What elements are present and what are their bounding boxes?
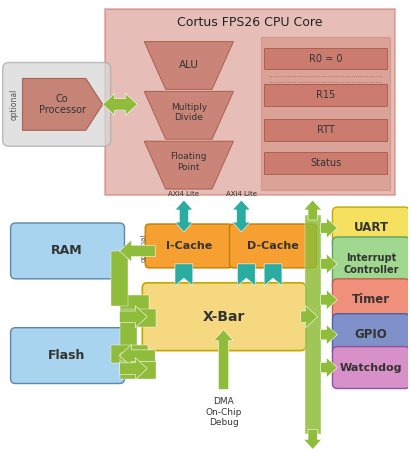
Bar	[264, 85, 387, 106]
Polygon shape	[321, 218, 337, 238]
Polygon shape	[120, 358, 147, 379]
Bar	[264, 48, 387, 69]
Bar	[305, 215, 321, 434]
Text: RAM: RAM	[51, 244, 83, 257]
Text: GPIO: GPIO	[355, 328, 388, 341]
Text: Status: Status	[310, 158, 341, 168]
Text: DMA
On-Chip
Debug: DMA On-Chip Debug	[206, 397, 242, 427]
Polygon shape	[175, 264, 193, 286]
Bar	[105, 9, 395, 195]
Text: Flash: Flash	[48, 349, 86, 362]
Polygon shape	[321, 325, 337, 345]
Polygon shape	[144, 141, 233, 189]
Bar	[264, 119, 387, 141]
FancyBboxPatch shape	[145, 224, 233, 268]
Bar	[120, 309, 156, 327]
FancyBboxPatch shape	[11, 223, 125, 279]
Text: optional: optional	[10, 89, 19, 120]
Text: D-Cache: D-Cache	[247, 241, 299, 251]
Polygon shape	[120, 345, 155, 367]
Text: AXI4 Lite: AXI4 Lite	[169, 191, 199, 197]
Text: ALU: ALU	[179, 60, 199, 71]
Text: R0 = 0: R0 = 0	[309, 54, 342, 63]
FancyBboxPatch shape	[332, 237, 410, 291]
Polygon shape	[238, 264, 255, 286]
FancyBboxPatch shape	[229, 224, 316, 268]
FancyBboxPatch shape	[332, 279, 410, 321]
Bar	[147, 226, 253, 266]
Polygon shape	[103, 94, 137, 115]
Text: I-Cache: I-Cache	[166, 241, 212, 251]
Text: AXI4 Lite: AXI4 Lite	[226, 191, 257, 197]
Polygon shape	[233, 200, 250, 232]
Polygon shape	[144, 41, 233, 90]
Polygon shape	[214, 330, 233, 390]
Bar	[261, 36, 390, 190]
Text: Cortus FPS26 CPU Core: Cortus FPS26 CPU Core	[177, 16, 323, 29]
Polygon shape	[175, 200, 193, 232]
Polygon shape	[321, 358, 337, 378]
FancyBboxPatch shape	[3, 63, 111, 146]
Text: RTT: RTT	[316, 125, 335, 135]
Text: Watchdog: Watchdog	[340, 363, 402, 373]
Polygon shape	[321, 290, 337, 310]
Text: Co
Processor: Co Processor	[39, 94, 85, 115]
FancyBboxPatch shape	[332, 207, 410, 249]
Polygon shape	[264, 264, 282, 286]
Text: R15: R15	[316, 90, 335, 100]
Text: X-Bar: X-Bar	[202, 310, 245, 324]
Polygon shape	[120, 240, 155, 262]
Bar	[111, 345, 148, 363]
Text: UART: UART	[353, 221, 389, 234]
Polygon shape	[301, 306, 318, 328]
FancyBboxPatch shape	[142, 283, 306, 351]
Text: Floating
Point: Floating Point	[171, 153, 207, 172]
Text: Multiply
Divide: Multiply Divide	[171, 103, 207, 122]
FancyBboxPatch shape	[332, 346, 410, 388]
FancyBboxPatch shape	[332, 314, 410, 356]
FancyBboxPatch shape	[11, 328, 125, 383]
Polygon shape	[304, 200, 321, 220]
Polygon shape	[120, 306, 147, 328]
Bar	[120, 317, 137, 353]
Text: Timer: Timer	[352, 293, 390, 306]
Bar	[264, 152, 387, 174]
Bar	[120, 295, 149, 313]
Polygon shape	[321, 254, 337, 274]
Polygon shape	[304, 429, 321, 449]
Bar	[120, 353, 137, 373]
Text: Interrupt
Controller: Interrupt Controller	[343, 253, 399, 274]
Polygon shape	[23, 78, 103, 130]
Bar	[111, 251, 129, 306]
Polygon shape	[144, 91, 233, 139]
Bar	[120, 360, 156, 378]
Text: optional: optional	[140, 234, 146, 262]
